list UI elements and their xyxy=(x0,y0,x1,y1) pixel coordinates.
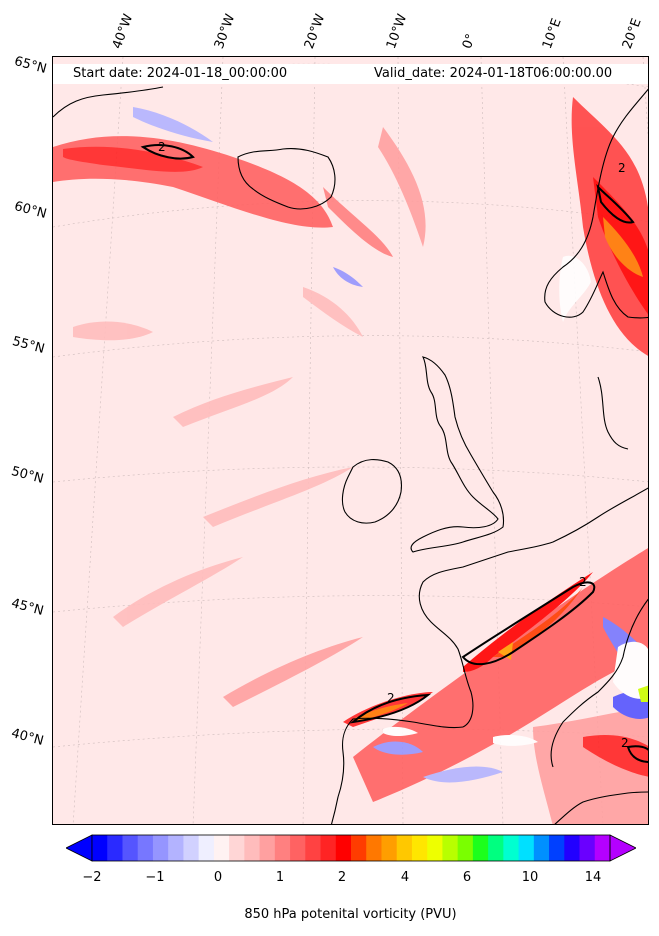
colorbar-swatch xyxy=(107,835,123,861)
colorbar-swatch xyxy=(518,835,535,861)
colorbar-swatch xyxy=(122,835,139,861)
lat-label-45n: 45°N xyxy=(9,596,46,619)
colorbar-swatch xyxy=(503,835,520,861)
coastlines xyxy=(53,86,648,824)
colorbar-swatch xyxy=(381,835,398,861)
colorbar-tick-label: 1 xyxy=(275,870,285,885)
contour-label: 2 xyxy=(579,575,587,589)
pv-shading xyxy=(53,97,648,824)
colorbar-tick-label: −1 xyxy=(145,870,165,885)
colorbar-swatch xyxy=(305,835,322,861)
valid-date-label: Valid_date: 2024-01-18T06:00:00.00 xyxy=(374,66,613,81)
colorbar-swatch xyxy=(366,835,382,861)
colorbar-swatch xyxy=(457,835,474,861)
colorbar-swatch xyxy=(396,835,413,861)
colorbar-title: 850 hPa potenital vorticity (PVU) xyxy=(244,907,457,922)
colorbar-extend-min xyxy=(66,834,93,862)
lat-label-60n: 60°N xyxy=(12,199,49,222)
lon-label-10e: 10°E xyxy=(539,16,565,51)
colorbar-swatch xyxy=(320,835,337,861)
info-bar xyxy=(53,64,648,84)
colorbar-swatch xyxy=(594,835,611,861)
colorbar-tick-label: 0 xyxy=(213,870,223,885)
lon-label-40w: 40°W xyxy=(109,12,137,51)
lat-label-55n: 55°N xyxy=(10,334,47,357)
lat-label-65n: 65°N xyxy=(12,54,49,77)
colorbar-swatch xyxy=(549,835,565,861)
colorbar-tick-label: 6 xyxy=(462,870,472,885)
colorbar-swatch xyxy=(579,835,596,861)
colorbar-tick-label: 14 xyxy=(584,870,602,885)
colorbar-swatch xyxy=(411,835,428,861)
contour-label: 2 xyxy=(618,161,626,175)
lon-label-10w: 10°W xyxy=(383,12,411,51)
colorbar-swatch xyxy=(274,835,291,861)
colorbar-border xyxy=(91,834,611,862)
map-canvas: 2 2 2 2 2 xyxy=(53,57,648,824)
lat-label-40n: 40°N xyxy=(9,726,46,749)
colorbar-swatch xyxy=(442,835,459,861)
colorbar-swatch xyxy=(244,835,261,861)
colorbar-tick-label: −2 xyxy=(82,870,102,885)
lon-label-30w: 30°W xyxy=(211,12,239,51)
colorbar-extend-max xyxy=(609,834,636,862)
colorbar-tick-label: 2 xyxy=(337,870,347,885)
colorbar-swatch xyxy=(168,835,184,861)
lon-label-20e: 20°E xyxy=(619,16,645,51)
colorbar-swatch xyxy=(259,835,276,861)
colorbar-swatch xyxy=(183,835,200,861)
map-panel: 2 2 2 2 2 xyxy=(52,56,649,825)
colorbar-swatch xyxy=(427,835,443,861)
colorbar-swatch xyxy=(137,835,154,861)
lon-label-20w: 20°W xyxy=(301,12,329,51)
contour-label: 2 xyxy=(158,140,166,154)
colorbar-swatch xyxy=(92,835,108,861)
colorbar-swatch xyxy=(533,835,550,861)
contour-labels: 2 2 2 2 2 xyxy=(158,140,629,750)
pv-contours xyxy=(140,144,648,763)
colorbar-swatch xyxy=(152,835,169,861)
colorbar-swatch xyxy=(213,835,230,861)
lon-label-0: 0° xyxy=(459,31,480,51)
colorbar-tick-label: 4 xyxy=(400,870,410,885)
colorbar-swatch xyxy=(198,835,215,861)
colorbar-tick-label: 10 xyxy=(521,870,539,885)
colorbar xyxy=(66,834,636,862)
lat-label-50n: 50°N xyxy=(9,464,46,487)
start-date-label: Start date: 2024-01-18_00:00:00 xyxy=(73,66,288,81)
colorbar-swatch xyxy=(488,835,504,861)
colorbar-swatch xyxy=(335,835,352,861)
contour-label: 2 xyxy=(621,736,629,750)
colorbar-swatch xyxy=(290,835,306,861)
colorbar-swatch xyxy=(351,835,367,861)
contour-label: 2 xyxy=(387,691,395,705)
colorbar-swatch xyxy=(564,835,581,861)
colorbar-swatch xyxy=(472,835,489,861)
colorbar-swatch xyxy=(229,835,245,861)
